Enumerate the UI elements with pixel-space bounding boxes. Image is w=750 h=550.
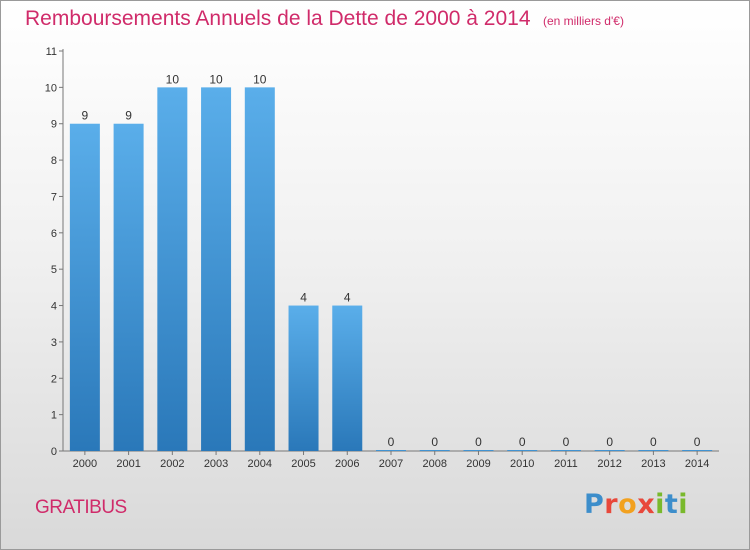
y-tick-label: 6 <box>51 228 57 240</box>
x-tick-label: 2013 <box>641 458 665 470</box>
x-tick-label: 2006 <box>335 458 359 470</box>
brand-logo-letter: i <box>655 489 665 520</box>
brand-logo-letter: r <box>604 489 619 520</box>
y-tick-label: 2 <box>51 373 57 385</box>
x-tick-label: 2003 <box>204 458 228 470</box>
bar <box>201 87 232 451</box>
y-tick-label: 5 <box>51 264 57 276</box>
bar-value-label: 0 <box>563 435 570 449</box>
bar <box>157 87 188 451</box>
x-tick-label: 2002 <box>160 458 184 470</box>
bar-value-label: 10 <box>209 72 223 86</box>
bar-value-label: 0 <box>431 435 438 449</box>
bar <box>69 123 100 452</box>
bar-value-label: 0 <box>694 435 701 449</box>
brand-logo-letter: o <box>618 489 638 520</box>
brand-logo-letter: x <box>637 489 656 520</box>
bar-value-label: 4 <box>300 291 307 305</box>
brand-logo: Proxiti <box>584 489 688 520</box>
title-row: Remboursements Annuels de la Dette de 20… <box>25 7 624 31</box>
bar <box>638 450 669 451</box>
bar <box>244 87 275 451</box>
bar-value-label: 0 <box>475 435 482 449</box>
bar-value-label: 0 <box>650 435 657 449</box>
x-tick-label: 2012 <box>597 458 621 470</box>
x-tick-label: 2005 <box>291 458 315 470</box>
x-tick-label: 2010 <box>510 458 534 470</box>
bar <box>594 450 625 451</box>
bar <box>332 305 363 451</box>
bar <box>419 450 450 451</box>
x-tick-label: 2014 <box>685 458 709 470</box>
bar <box>376 450 406 451</box>
y-tick-label: 7 <box>51 191 57 203</box>
bar-value-label: 0 <box>606 435 613 449</box>
x-tick-label: 2001 <box>116 458 140 470</box>
bar-value-label: 9 <box>125 109 132 123</box>
brand-logo-letter: i <box>678 489 689 520</box>
x-tick-label: 2007 <box>379 458 403 470</box>
chart-title: Remboursements Annuels de la Dette de 20… <box>25 7 531 30</box>
bar-value-label: 0 <box>519 435 526 449</box>
y-tick-label: 8 <box>51 155 57 167</box>
chart-subtitle: (en milliers d'€) <box>542 14 624 28</box>
commune-name: GRATIBUS <box>35 497 127 518</box>
bar <box>463 450 494 451</box>
y-tick-label: 1 <box>51 410 57 422</box>
bar-value-label: 10 <box>253 72 267 86</box>
brand-logo-letter: P <box>584 489 605 520</box>
x-tick-label: 2004 <box>248 458 272 470</box>
x-tick-label: 2011 <box>554 458 578 470</box>
x-tick-label: 2009 <box>466 458 490 470</box>
bar <box>113 123 144 452</box>
y-tick-label: 0 <box>51 446 57 458</box>
bar-value-label: 9 <box>82 109 89 123</box>
y-tick-label: 10 <box>45 82 57 94</box>
bar <box>550 450 581 451</box>
bar-value-label: 4 <box>344 291 351 305</box>
brand-logo-letter: t <box>664 489 679 520</box>
x-tick-label: 2000 <box>73 458 97 470</box>
bar <box>288 305 319 451</box>
bar <box>682 450 713 451</box>
bar <box>507 450 538 451</box>
y-tick-label: 4 <box>51 301 57 313</box>
bar-value-label: 10 <box>166 72 180 86</box>
y-tick-label: 11 <box>46 46 57 58</box>
y-tick-label: 9 <box>51 119 57 131</box>
x-tick-label: 2008 <box>422 458 446 470</box>
y-tick-label: 3 <box>51 337 57 349</box>
bar-value-label: 0 <box>388 435 395 449</box>
